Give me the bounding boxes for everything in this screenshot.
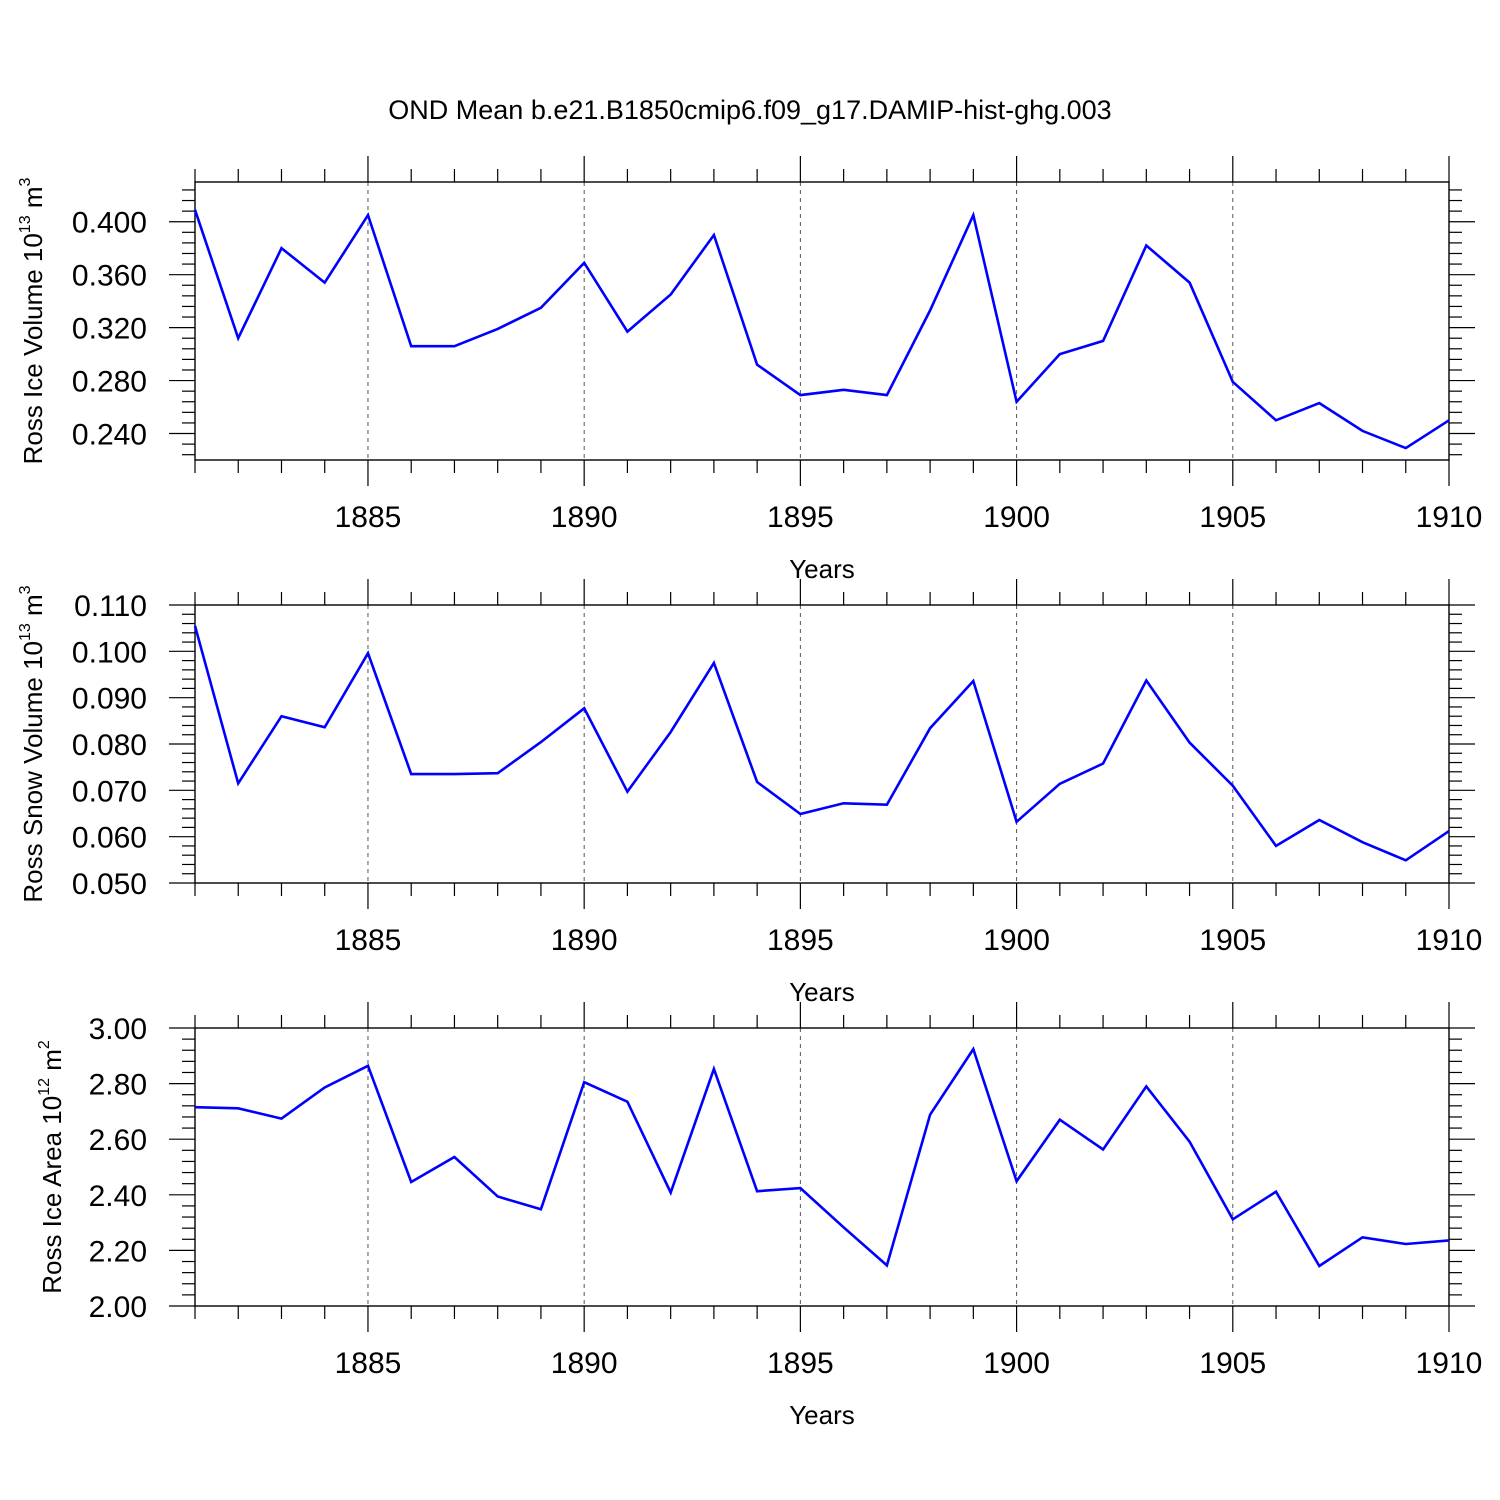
- x-tick-label: 1885: [335, 501, 402, 534]
- chart-title: OND Mean b.e21.B1850cmip6.f09_g17.DAMIP-…: [388, 95, 1111, 125]
- x-tick-label: 1905: [1199, 501, 1266, 534]
- y-label-unit-exponent: 3: [17, 585, 34, 594]
- y-tick-label: 2.80: [89, 1069, 147, 1102]
- y-tick-label: 0.090: [72, 683, 147, 716]
- plot-frame: [194, 1027, 1450, 1307]
- x-tick-label: 1905: [1199, 1347, 1266, 1380]
- y-tick-label: 0.080: [72, 729, 147, 762]
- x-axis-label: Years: [789, 1400, 855, 1430]
- y-tick-label: 0.060: [72, 822, 147, 855]
- x-tick-label: 1900: [983, 501, 1050, 534]
- x-tick-label: 1900: [983, 924, 1050, 957]
- panel-ross-ice-area: 2.00 2.20 2.40 2.60 2.80 3.00 1885 1890 1895 1900…: [36, 1002, 1482, 1430]
- x-tick-label: 1910: [1416, 501, 1483, 534]
- y-label-exponent: 13: [17, 623, 34, 641]
- y-label-exponent: 13: [17, 215, 34, 233]
- y-tick-label: 0.100: [72, 636, 147, 669]
- y-label-unit: m: [18, 594, 48, 623]
- x-tick-label: 1890: [551, 1347, 618, 1380]
- plot-frame: [194, 604, 1450, 884]
- y-label-unit: m: [37, 1049, 67, 1078]
- series-line: [193, 625, 1450, 862]
- y-tick-label: 3.00: [89, 1013, 147, 1046]
- y-tick-label: 0.070: [72, 775, 147, 808]
- x-tick-label: 1910: [1416, 1347, 1483, 1380]
- y-label-exponent: 12: [36, 1078, 53, 1096]
- x-tick-label: 1910: [1416, 924, 1483, 957]
- x-tick-label: 1885: [335, 1347, 402, 1380]
- panel-ross-snow-volume: 0.050 0.060 0.070 0.080 0.090 0.100 0.110 1885 1…: [17, 579, 1482, 1007]
- x-tick-label: 1900: [983, 1347, 1050, 1380]
- y-tick-label: 0.240: [72, 419, 147, 452]
- y-tick-label: 0.400: [72, 207, 147, 240]
- x-tick-label: 1895: [767, 1347, 834, 1380]
- y-tick-label: 2.20: [89, 1235, 147, 1268]
- x-axis-label: Years: [789, 977, 855, 1007]
- plot-frame: [194, 181, 1450, 461]
- y-tick-label: 0.280: [72, 366, 147, 399]
- x-axis-label: Years: [789, 554, 855, 584]
- series-line: [193, 209, 1450, 450]
- x-tick-label: 1885: [335, 924, 402, 957]
- y-tick-label: 2.40: [89, 1180, 147, 1213]
- x-tick-label: 1890: [551, 924, 618, 957]
- x-tick-label: 1890: [551, 501, 618, 534]
- series-line: [194, 1046, 1450, 1268]
- panel-ross-ice-volume: 0.240 0.280 0.320 0.360 0.400 1885 1890 1895 190…: [17, 156, 1482, 584]
- y-label-text: Ross Snow Volume 10: [18, 641, 48, 903]
- y-label-unit-exponent: 3: [17, 177, 34, 186]
- y-label-unit: m: [18, 186, 48, 215]
- y-axis-label: Ross Snow Volume 1013 m3: [17, 585, 48, 902]
- x-tick-label: 1895: [767, 501, 834, 534]
- y-axis-label: Ross Ice Area 1012 m2: [36, 1040, 67, 1294]
- y-tick-label: 0.110: [74, 590, 147, 623]
- y-label-text: Ross Ice Area 10: [37, 1096, 67, 1294]
- x-tick-label: 1895: [767, 924, 834, 957]
- y-label-unit-exponent: 2: [36, 1040, 53, 1049]
- y-tick-label: 0.320: [72, 313, 147, 346]
- y-tick-label: 2.60: [89, 1124, 147, 1157]
- y-tick-label: 0.050: [72, 868, 147, 901]
- y-tick-label: 0.360: [72, 260, 147, 293]
- y-axis-label: Ross Ice Volume 1013 m3: [17, 177, 48, 464]
- x-tick-label: 1905: [1199, 924, 1266, 957]
- y-label-text: Ross Ice Volume 10: [18, 233, 48, 464]
- y-tick-label: 2.00: [89, 1291, 147, 1324]
